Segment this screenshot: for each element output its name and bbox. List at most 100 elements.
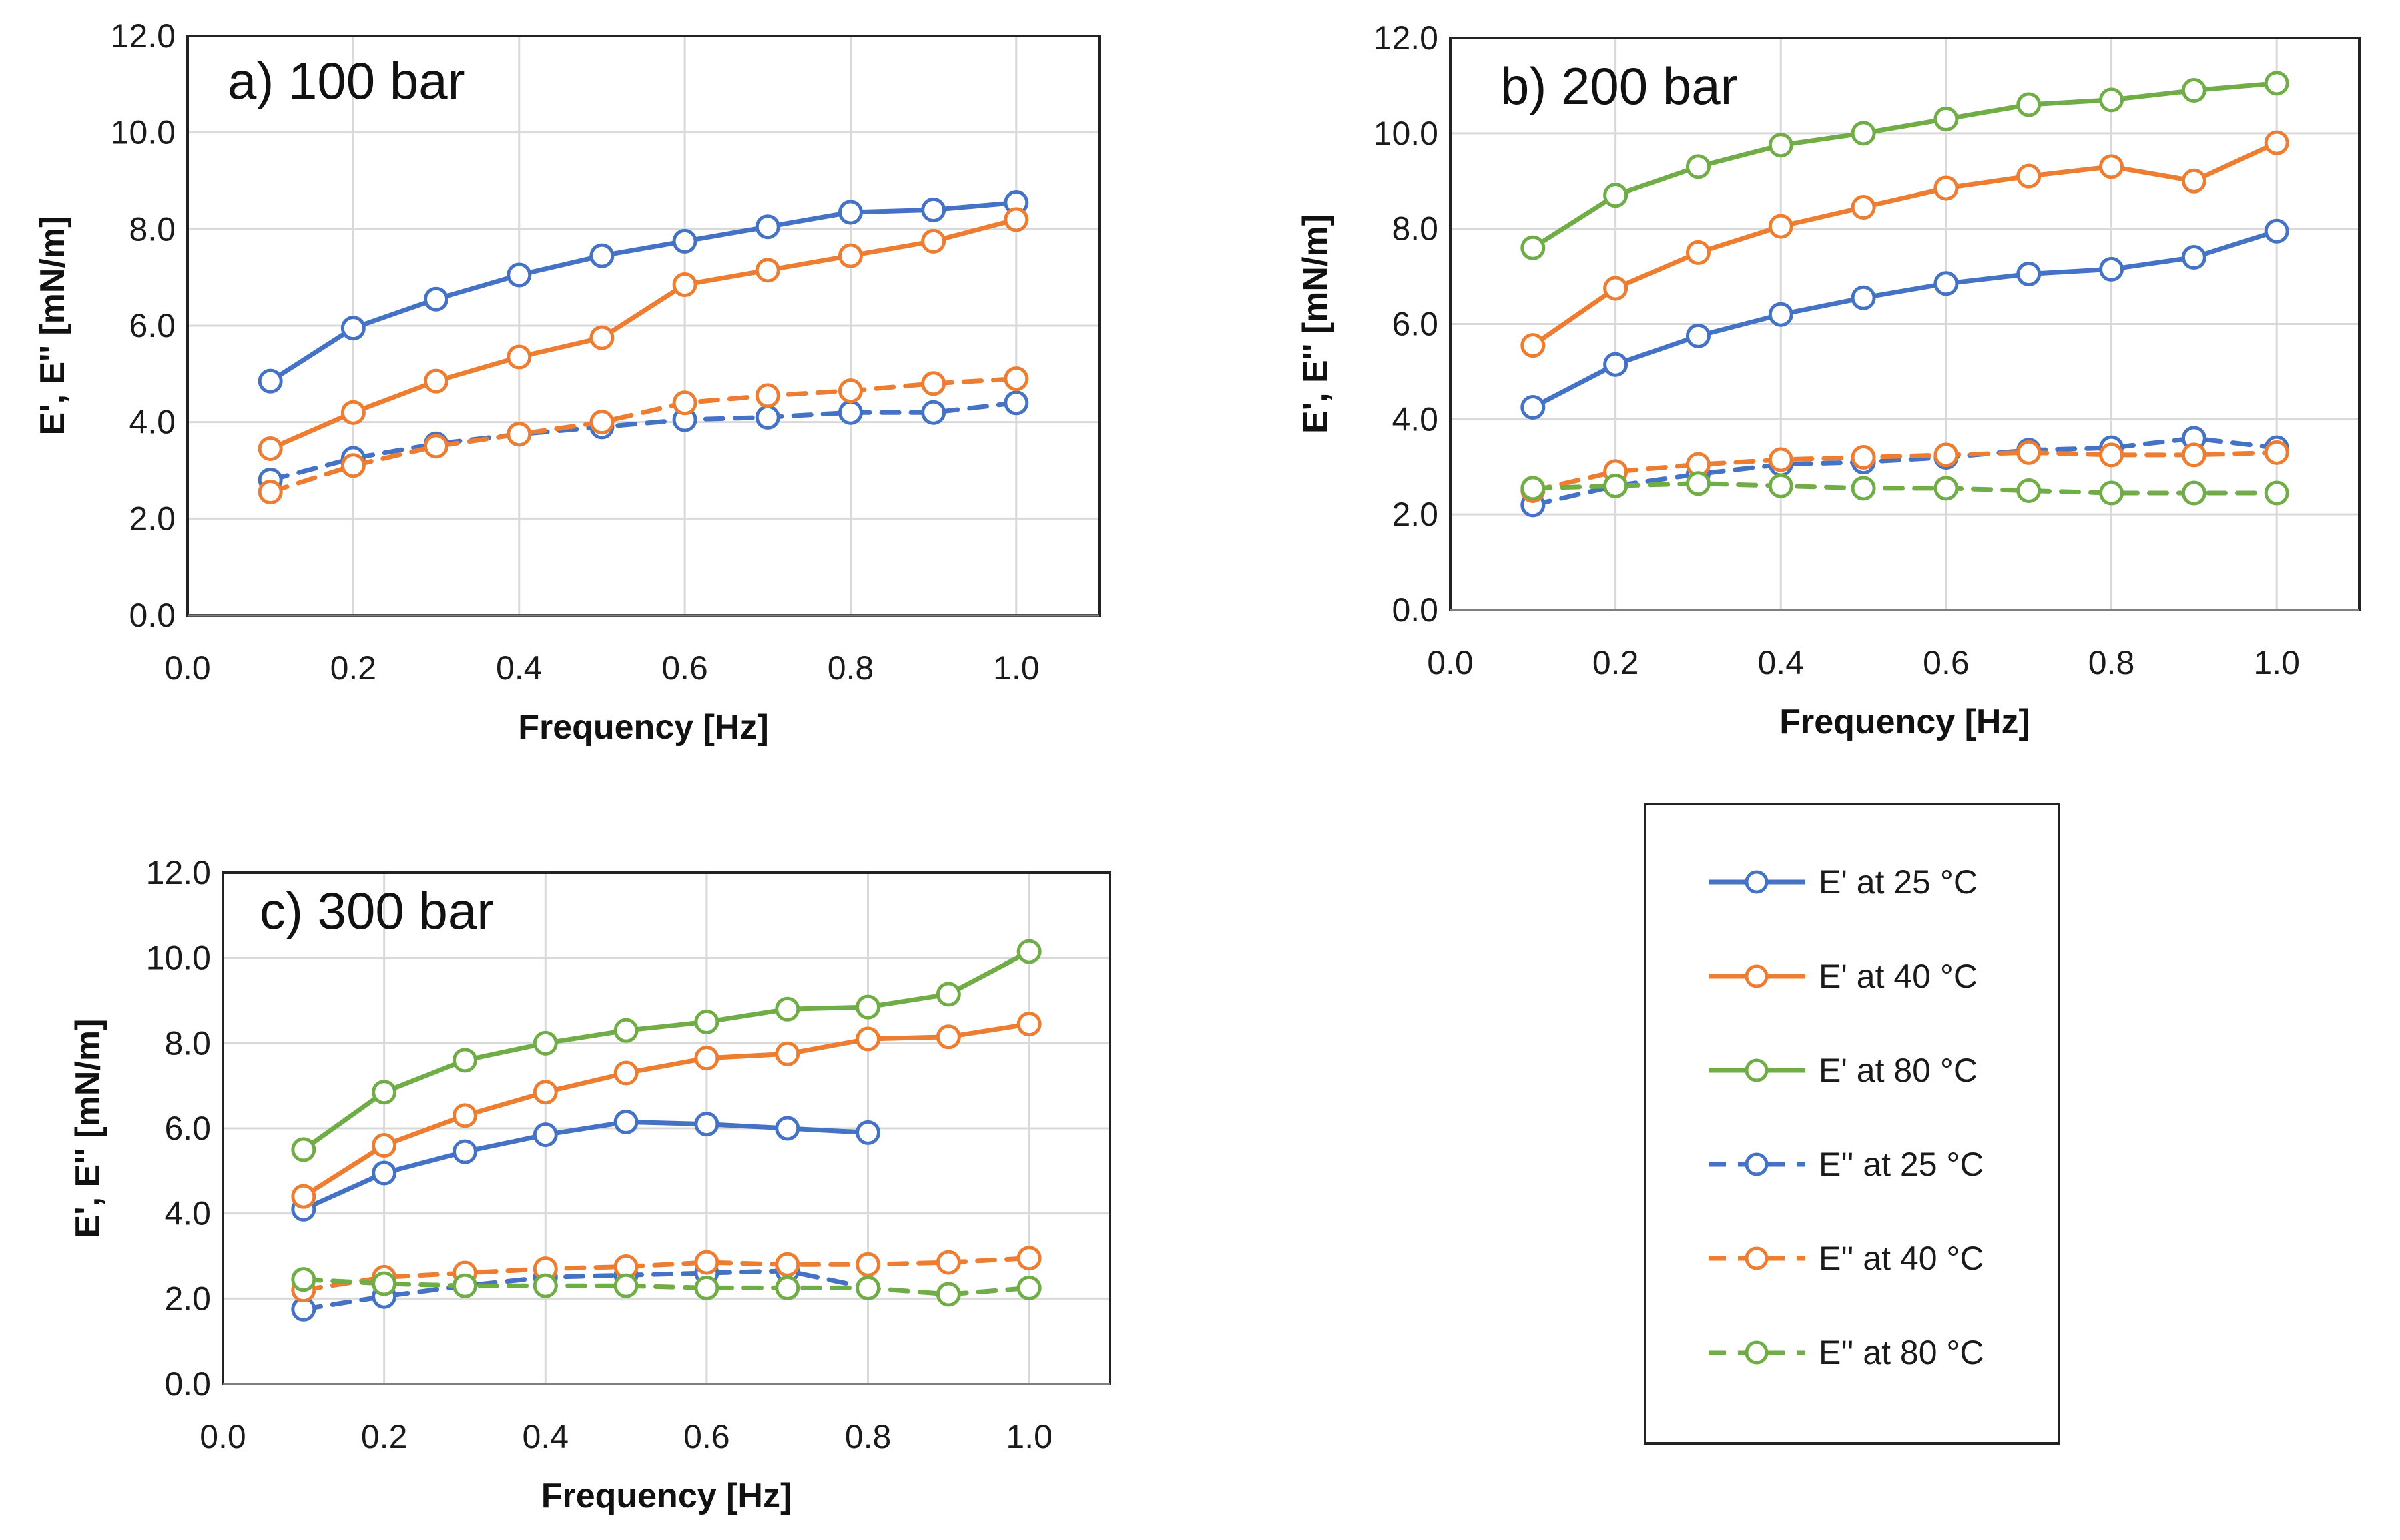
data-point (372, 1080, 397, 1105)
legend-item: E'' at 40 °C (1709, 1240, 1984, 1277)
data-point (755, 258, 780, 283)
data-point (372, 1133, 397, 1158)
x-tick-label: 0.8 (2088, 644, 2135, 681)
data-point (775, 1275, 800, 1300)
data-point (2264, 480, 2289, 506)
data-point (936, 1282, 961, 1307)
y-tick-label: 0.0 (1392, 591, 1438, 629)
x-tick-label: 0.4 (496, 649, 543, 687)
data-point (533, 1273, 558, 1298)
data-point (1685, 471, 1711, 496)
data-point (1685, 323, 1711, 348)
data-point (2016, 262, 2042, 287)
data-point (507, 422, 532, 447)
y-tick-label: 4.0 (1392, 400, 1438, 438)
legend-label: E'' at 80 °C (1819, 1334, 1984, 1371)
y-tick-label: 0.0 (129, 597, 176, 634)
series-1 (1520, 130, 2289, 358)
legend-label: E' at 40 °C (1819, 957, 1978, 995)
x-tick-label: 0.2 (1592, 644, 1639, 681)
data-point (1933, 271, 1959, 296)
y-tick-label: 10.0 (111, 114, 176, 151)
legend-label: E' at 80 °C (1819, 1052, 1978, 1089)
data-point (755, 404, 780, 430)
series-line (1530, 436, 2279, 508)
data-point (2181, 442, 2206, 468)
data-point (1685, 240, 1711, 265)
series-line (268, 217, 1019, 451)
data-point (856, 1120, 881, 1145)
legend-swatch-marker (1745, 1058, 1769, 1082)
data-point (921, 371, 946, 396)
data-point (1520, 394, 1546, 420)
y-tick-label: 10.0 (1374, 115, 1438, 152)
data-point (1933, 175, 1959, 201)
series-line (268, 376, 1019, 494)
data-point (775, 1116, 800, 1141)
series-line (1530, 450, 2279, 493)
data-point (1004, 207, 1029, 232)
data-point (2181, 78, 2206, 103)
data-point (291, 1137, 316, 1162)
data-point (452, 1048, 477, 1073)
data-point (452, 1139, 477, 1164)
data-point (856, 1026, 881, 1052)
data-point (533, 1030, 558, 1056)
legend-swatch-marker (1745, 1152, 1769, 1176)
data-point (775, 996, 800, 1022)
data-point (258, 368, 283, 394)
data-point (1933, 442, 1959, 468)
legend-swatch-marker (1745, 870, 1769, 894)
data-point (2181, 245, 2206, 270)
x-tick-label: 0.8 (845, 1418, 892, 1455)
data-point (1603, 352, 1628, 377)
data-point (613, 1273, 639, 1298)
y-axis-title: E', E'' [mN/m] (1296, 214, 1335, 434)
legend-item: E' at 40 °C (1709, 957, 1978, 995)
x-tick-label: 0.4 (1758, 644, 1805, 681)
data-point (1851, 476, 1876, 501)
series-line (301, 1277, 1032, 1297)
data-point (1768, 473, 1793, 498)
data-point (1016, 939, 1042, 964)
data-point (2099, 87, 2124, 113)
data-point (1851, 285, 1876, 310)
data-point (424, 286, 449, 312)
y-tick-label: 10.0 (146, 939, 211, 977)
series-line (1530, 481, 2279, 496)
series-5 (291, 1267, 1042, 1307)
legend-swatch-marker (1745, 1340, 1769, 1365)
data-point (775, 1041, 800, 1066)
x-tick-label: 0.6 (1923, 644, 1970, 681)
y-tick-label: 2.0 (164, 1280, 211, 1317)
series-5 (1520, 471, 2289, 506)
series-line (301, 1022, 1032, 1199)
data-point (1603, 473, 1628, 498)
legend-label: E'' at 40 °C (1819, 1240, 1984, 1277)
data-point (1851, 195, 1876, 220)
data-point (452, 1103, 477, 1128)
data-point (1768, 302, 1793, 327)
data-point (694, 1046, 719, 1071)
data-point (2099, 154, 2124, 179)
data-point (2099, 480, 2124, 506)
y-tick-label: 8.0 (1392, 210, 1438, 248)
data-point (533, 1122, 558, 1148)
data-point (838, 378, 863, 404)
data-point (672, 272, 697, 298)
data-point (856, 1252, 881, 1277)
x-tick-label: 0.8 (828, 649, 874, 687)
data-point (372, 1160, 397, 1186)
data-point (2099, 442, 2124, 468)
data-point (1768, 214, 1793, 239)
data-point (2016, 163, 2042, 189)
series-0 (291, 1109, 881, 1222)
data-point (921, 228, 946, 254)
legend-item: E'' at 25 °C (1709, 1146, 1984, 1183)
data-point (2016, 92, 2042, 117)
data-point (533, 1080, 558, 1105)
data-point (1520, 333, 1546, 358)
series-line (1530, 228, 2279, 410)
series-0 (1520, 218, 2289, 420)
